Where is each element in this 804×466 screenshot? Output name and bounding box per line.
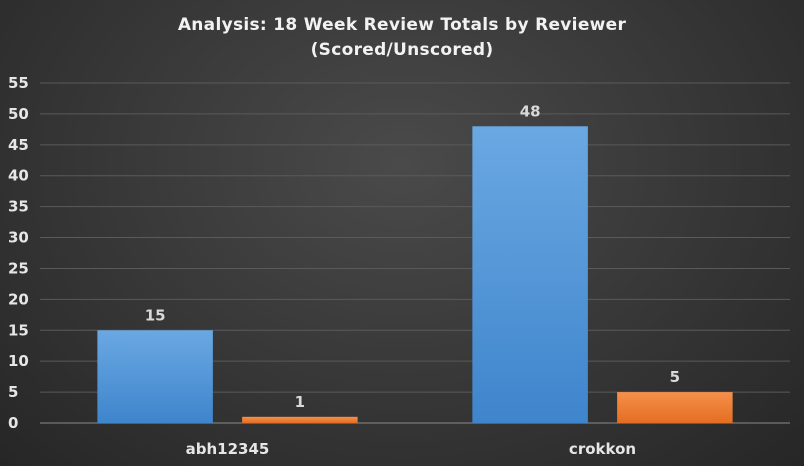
x-axis-categories: abh12345 crokkon xyxy=(186,440,636,458)
data-label: 5 xyxy=(670,368,680,386)
data-label: 1 xyxy=(295,393,305,411)
bar-crokkon-series-1 xyxy=(472,126,588,423)
y-axis-ticks: 0 5 10 15 20 25 30 35 40 45 50 55 xyxy=(8,74,29,432)
y-tick-label: 40 xyxy=(8,167,29,185)
y-tick-label: 15 xyxy=(8,321,29,339)
chart-subtitle: (Scored/Unscored) xyxy=(311,40,494,60)
y-tick-label: 30 xyxy=(8,229,29,247)
category-label: crokkon xyxy=(569,440,636,458)
y-tick-label: 35 xyxy=(8,198,29,216)
bar-abh12345-series-1 xyxy=(97,330,213,423)
bars: 15 1 48 5 xyxy=(97,102,733,423)
y-tick-label: 0 xyxy=(8,414,18,432)
y-tick-label: 50 xyxy=(8,105,29,123)
bar-abh12345-series-2 xyxy=(242,416,358,423)
y-tick-label: 20 xyxy=(8,290,29,308)
y-tick-label: 25 xyxy=(8,259,29,277)
y-tick-label: 10 xyxy=(8,352,29,370)
y-tick-label: 5 xyxy=(8,383,18,401)
y-tick-label: 55 xyxy=(8,74,29,92)
y-tick-label: 45 xyxy=(8,136,29,154)
data-label: 15 xyxy=(145,306,166,324)
bar-crokkon-series-2 xyxy=(617,392,733,423)
category-label: abh12345 xyxy=(186,440,270,458)
data-label: 48 xyxy=(520,102,541,120)
chart-title: Analysis: 18 Week Review Totals by Revie… xyxy=(178,15,627,35)
